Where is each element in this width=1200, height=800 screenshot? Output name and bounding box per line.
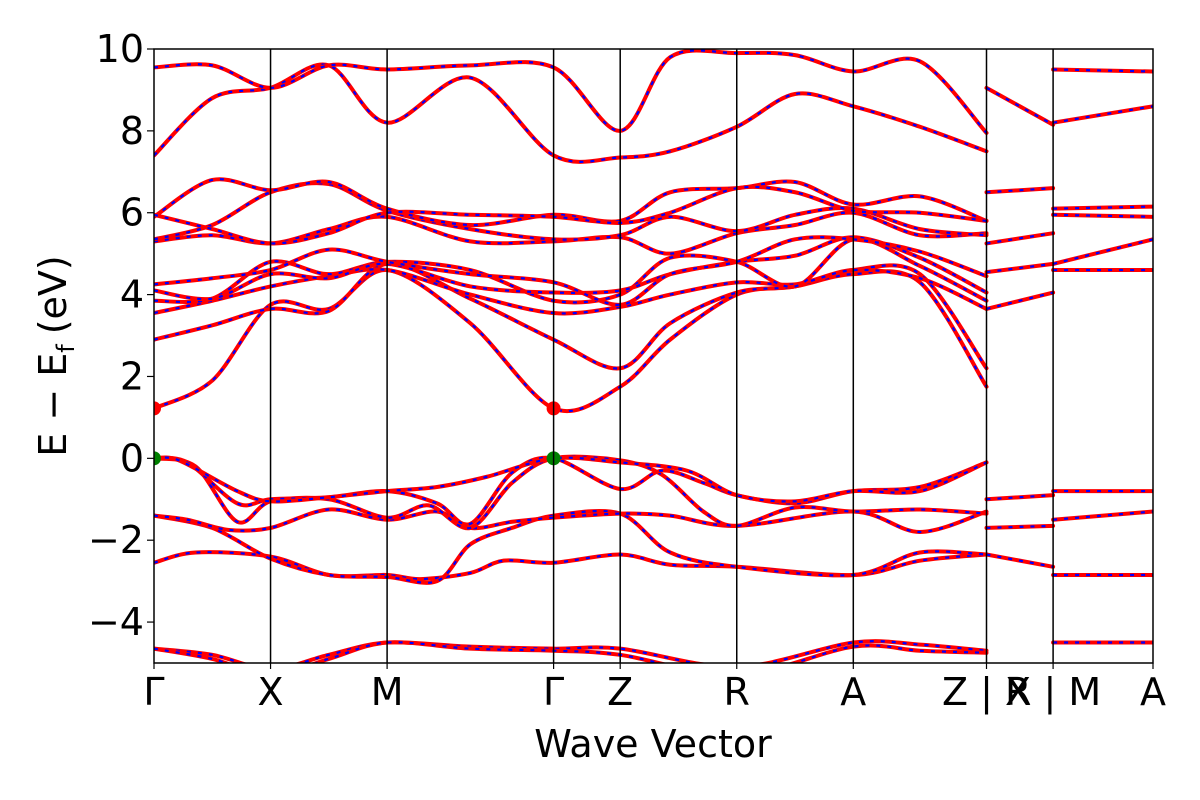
y-axis-label-unit: (eV) (31, 255, 75, 334)
y-axis-label-subscript: f (52, 344, 80, 353)
x-tick-label: X (258, 670, 284, 714)
band-line-overlay (154, 63, 987, 163)
x-tick-label: A (840, 670, 866, 714)
x-tick-label: R (724, 670, 750, 714)
x-tick-label: Γ (543, 670, 564, 714)
band-line (154, 455, 989, 504)
y-tick-label: 10 (96, 27, 144, 71)
x-tick-label: R | M (1005, 670, 1101, 715)
x-tick-label: Z (607, 670, 633, 714)
k-path-separators (269, 49, 1054, 663)
y-tick-label: 0 (120, 436, 144, 480)
band-line-overlay (986, 232, 1054, 245)
band-line-overlay (154, 268, 987, 315)
x-tick-label: A (1140, 670, 1166, 714)
y-axis-label: E − Ef (eV) (31, 255, 80, 457)
band-line-overlay (986, 494, 1054, 501)
band-line (1051, 204, 1153, 211)
y-tick-label: −4 (88, 600, 144, 644)
band-line-overlay (154, 236, 987, 306)
band-line (1051, 509, 1153, 522)
band-line-overlay (986, 291, 1054, 310)
y-tick-label: −2 (88, 518, 144, 562)
cbm-marker (154, 401, 161, 416)
bands-layer (154, 49, 1153, 663)
band-line (154, 508, 989, 585)
band-line (154, 49, 989, 135)
band-line-overlay (154, 182, 987, 241)
band-line (1051, 104, 1153, 125)
y-tick-label: 2 (120, 354, 144, 398)
x-axis-label: Wave Vector (534, 722, 772, 766)
band-line-overlay (986, 553, 1054, 568)
band-line-overlay (986, 262, 1054, 274)
band-line-overlay (154, 237, 988, 304)
band-line-overlay (986, 187, 1054, 194)
band-line (1051, 67, 1153, 74)
band-line (154, 177, 989, 228)
band-line-overlay (985, 86, 1054, 126)
band-line-overlay (986, 524, 1054, 530)
y-tick-label: 6 (120, 191, 144, 235)
band-line-overlay (154, 508, 987, 534)
x-tick-label: Z | X (942, 670, 1031, 715)
band-line (1051, 212, 1153, 219)
band-line-overlay (154, 641, 987, 663)
y-tick-label: 4 (120, 273, 144, 317)
y-axis-label-main: E − E (31, 353, 75, 457)
vbm-marker (154, 451, 161, 466)
extrema-markers (154, 401, 561, 466)
y-axis-ticks: −4 −2 0 2 4 6 8 10 (88, 27, 154, 644)
band-line-overlay (154, 262, 988, 370)
x-tick-label: Γ (143, 670, 164, 714)
x-tick-label: M (371, 670, 404, 714)
band-line (1051, 237, 1153, 266)
band-line (154, 261, 989, 371)
plot-frame (153, 48, 1154, 664)
band-line-overlay (154, 268, 988, 413)
band-line-overlay (154, 49, 988, 134)
y-tick-label: 8 (120, 109, 144, 153)
band-line (154, 454, 989, 531)
